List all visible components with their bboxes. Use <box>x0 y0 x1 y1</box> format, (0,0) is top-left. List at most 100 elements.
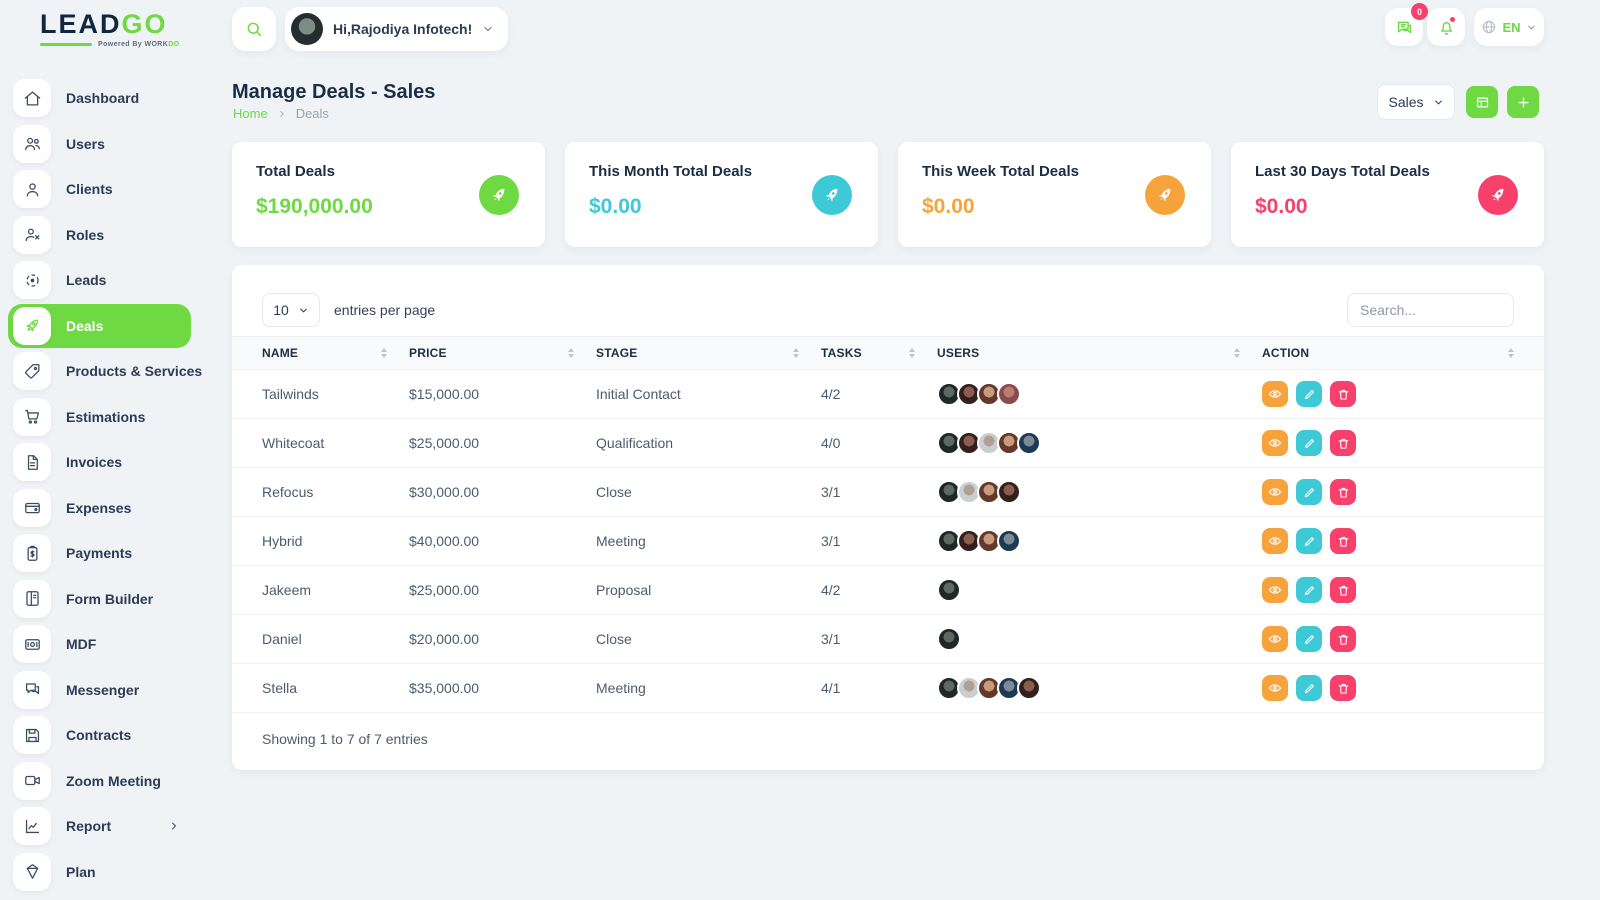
deal-name: Daniel <box>232 614 409 664</box>
delete-button[interactable] <box>1330 479 1356 505</box>
sidebar-item[interactable]: Estimations <box>0 397 196 436</box>
sidebar-item[interactable]: Contracts <box>0 716 196 754</box>
notification-dot <box>1450 17 1455 22</box>
edit-button[interactable] <box>1296 626 1322 652</box>
sort-arrows-icon <box>568 348 574 358</box>
sidebar-item[interactable]: Payments <box>0 534 196 572</box>
sidebar-item[interactable]: Deals <box>8 303 191 348</box>
table-header-row: NAME PRICE STAGE <box>232 336 1544 370</box>
table-column-header[interactable]: TASKS <box>821 336 937 370</box>
stat-card: Total Deals $190,000.00 <box>232 142 545 247</box>
breadcrumb-separator-icon <box>277 109 287 119</box>
stat-card: This Week Total Deals $0.00 <box>898 142 1211 247</box>
table-column-header[interactable]: STAGE <box>596 336 821 370</box>
app-logo: LEADGO Powered By WORKDO <box>40 11 180 48</box>
row-actions <box>1262 528 1544 554</box>
table-column-header[interactable]: PRICE <box>409 336 596 370</box>
page-title: Manage Deals - Sales <box>232 81 436 103</box>
rocket-icon <box>479 174 519 215</box>
deal-price: $40,000.00 <box>409 516 596 566</box>
search-button[interactable] <box>232 7 276 51</box>
pipeline-select[interactable]: Sales <box>1377 84 1455 120</box>
view-button[interactable] <box>1262 528 1288 554</box>
delete-button[interactable] <box>1330 626 1356 652</box>
breadcrumb-home-link[interactable]: Home <box>233 106 268 121</box>
deal-tasks: 3/1 <box>821 516 937 566</box>
delete-button[interactable] <box>1330 675 1356 701</box>
view-button[interactable] <box>1262 675 1288 701</box>
grid-view-button[interactable] <box>1466 86 1498 118</box>
deal-price: $20,000.00 <box>409 614 596 664</box>
deal-tasks: 4/2 <box>821 369 937 419</box>
column-label: TASKS <box>821 346 862 360</box>
entries-label: entries per page <box>334 302 436 318</box>
sidebar-item[interactable]: Invoices <box>0 443 196 481</box>
sidebar-item[interactable]: Products & Services <box>0 352 202 390</box>
deal-tasks: 3/1 <box>821 467 937 517</box>
edit-button[interactable] <box>1296 577 1322 603</box>
sidebar-item-label: Invoices <box>66 454 123 470</box>
eye-icon <box>1268 632 1282 646</box>
table-row: Tailwinds $15,000.00 Initial Contact 4/2 <box>232 369 1544 419</box>
messages-icon <box>1395 18 1414 37</box>
stat-label: Last 30 Days Total Deals <box>1255 163 1430 180</box>
view-button[interactable] <box>1262 430 1288 456</box>
clients-icon <box>13 170 51 208</box>
view-button[interactable] <box>1262 381 1288 407</box>
delete-button[interactable] <box>1330 381 1356 407</box>
table-column-header[interactable]: NAME <box>232 336 409 370</box>
messages-button[interactable]: 0 <box>1385 3 1428 46</box>
trash-icon <box>1337 437 1350 450</box>
edit-button[interactable] <box>1296 675 1322 701</box>
edit-button[interactable] <box>1296 381 1322 407</box>
sidebar-item[interactable]: Expenses <box>0 488 196 527</box>
edit-button[interactable] <box>1296 528 1322 554</box>
language-selector[interactable]: EN <box>1474 8 1544 46</box>
delete-button[interactable] <box>1330 430 1356 456</box>
table-row: Jakeem $25,000.00 Proposal 4/2 <box>232 565 1544 615</box>
invoices-icon <box>13 443 51 481</box>
notifications-button[interactable] <box>1427 8 1465 46</box>
form-builder-icon <box>13 579 51 618</box>
stat-cards: Total Deals $190,000.00 This Month Total… <box>232 142 1544 247</box>
sidebar-item[interactable]: Report <box>0 807 196 845</box>
delete-button[interactable] <box>1330 528 1356 554</box>
sidebar-item[interactable]: MDF <box>0 625 196 663</box>
sidebar-item[interactable]: Dashboard <box>0 79 196 117</box>
sidebar-item-label: Zoom Meeting <box>66 772 161 789</box>
view-button[interactable] <box>1262 577 1288 603</box>
entries-select[interactable]: 10 <box>262 293 320 327</box>
add-deal-button[interactable] <box>1507 86 1539 118</box>
sidebar-item[interactable]: Leads <box>0 261 196 299</box>
deals-table: NAME PRICE STAGE <box>232 336 1544 713</box>
column-label: NAME <box>262 346 299 360</box>
view-button[interactable] <box>1262 479 1288 505</box>
table-column-header[interactable]: ACTION <box>1262 336 1544 370</box>
pencil-icon <box>1303 535 1316 548</box>
stat-label: This Month Total Deals <box>589 163 753 180</box>
stat-value: $190,000.00 <box>256 195 373 218</box>
expenses-icon <box>13 488 51 527</box>
eye-icon <box>1268 485 1282 499</box>
delete-button[interactable] <box>1330 577 1356 603</box>
roles-icon <box>13 215 51 254</box>
sidebar-item[interactable]: Clients <box>0 170 196 208</box>
sidebar-item[interactable]: Zoom Meeting <box>0 761 196 800</box>
edit-button[interactable] <box>1296 430 1322 456</box>
sidebar-item[interactable]: Users <box>0 124 196 163</box>
sidebar-item[interactable]: Roles <box>0 215 196 254</box>
deal-stage: Meeting <box>596 663 821 713</box>
sidebar-item[interactable]: Plan <box>0 852 196 891</box>
table-search-input[interactable] <box>1347 293 1514 327</box>
column-label: USERS <box>937 346 980 360</box>
view-button[interactable] <box>1262 626 1288 652</box>
entries-per-page: 10 entries per page <box>262 293 435 327</box>
edit-button[interactable] <box>1296 479 1322 505</box>
sidebar-item[interactable]: Form Builder <box>0 579 196 618</box>
deal-price: $15,000.00 <box>409 369 596 419</box>
table-column-header[interactable]: USERS <box>937 336 1262 370</box>
rocket-icon <box>1145 174 1185 215</box>
sidebar-nav: Dashboard Users Clients Roles <box>0 79 202 891</box>
user-menu[interactable]: Hi,Rajodiya Infotech! <box>285 7 509 51</box>
sidebar-item[interactable]: Messenger <box>0 670 196 709</box>
